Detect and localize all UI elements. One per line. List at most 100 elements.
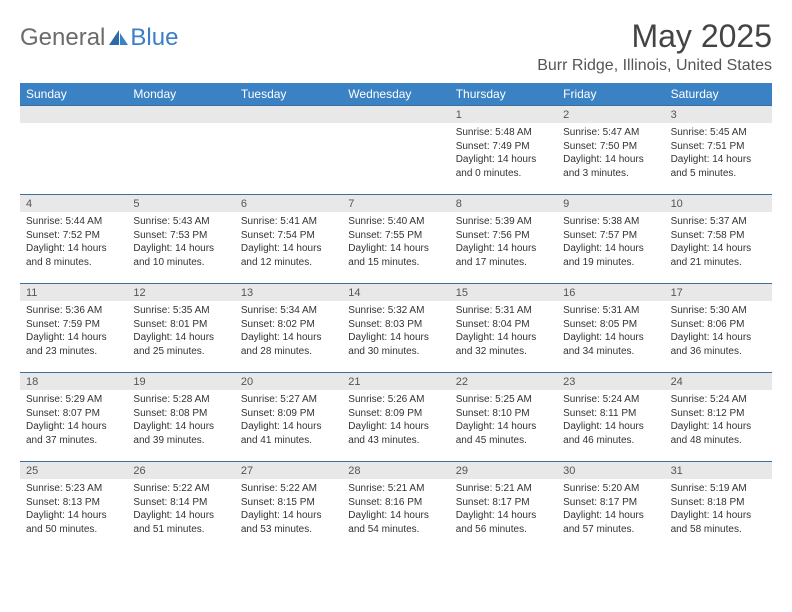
day-number: 31 (665, 462, 772, 479)
sunrise-line: Sunrise: 5:31 AM (456, 304, 551, 318)
day-number: 16 (557, 284, 664, 301)
day-body: Sunrise: 5:30 AMSunset: 8:06 PMDaylight:… (665, 301, 772, 362)
sunset-line: Sunset: 7:59 PM (26, 318, 121, 332)
sunset-line: Sunset: 8:04 PM (456, 318, 551, 332)
day-cell-16: 16Sunrise: 5:31 AMSunset: 8:05 PMDayligh… (557, 284, 664, 372)
day-number: 7 (342, 195, 449, 212)
day-cell-2: 2Sunrise: 5:47 AMSunset: 7:50 PMDaylight… (557, 106, 664, 194)
sunrise-line: Sunrise: 5:40 AM (348, 215, 443, 229)
sunset-line: Sunset: 8:07 PM (26, 407, 121, 421)
day-cell-18: 18Sunrise: 5:29 AMSunset: 8:07 PMDayligh… (20, 373, 127, 461)
week-row: 1Sunrise: 5:48 AMSunset: 7:49 PMDaylight… (20, 105, 772, 194)
day-cell-21: 21Sunrise: 5:26 AMSunset: 8:09 PMDayligh… (342, 373, 449, 461)
daylight-line: Daylight: 14 hours and 51 minutes. (133, 509, 228, 536)
daylight-line: Daylight: 14 hours and 25 minutes. (133, 331, 228, 358)
daylight-line: Daylight: 14 hours and 10 minutes. (133, 242, 228, 269)
daylight-line: Daylight: 14 hours and 32 minutes. (456, 331, 551, 358)
daylight-line: Daylight: 14 hours and 0 minutes. (456, 153, 551, 180)
sunrise-line: Sunrise: 5:39 AM (456, 215, 551, 229)
day-number: 29 (450, 462, 557, 479)
day-cell-23: 23Sunrise: 5:24 AMSunset: 8:11 PMDayligh… (557, 373, 664, 461)
day-number: 1 (450, 106, 557, 123)
sunrise-line: Sunrise: 5:20 AM (563, 482, 658, 496)
day-number: 3 (665, 106, 772, 123)
day-number (127, 106, 234, 123)
day-number: 9 (557, 195, 664, 212)
sunrise-line: Sunrise: 5:24 AM (671, 393, 766, 407)
day-number: 22 (450, 373, 557, 390)
day-cell-17: 17Sunrise: 5:30 AMSunset: 8:06 PMDayligh… (665, 284, 772, 372)
sunset-line: Sunset: 8:10 PM (456, 407, 551, 421)
weekday-friday: Friday (557, 83, 664, 105)
sunset-line: Sunset: 7:57 PM (563, 229, 658, 243)
day-cell-25: 25Sunrise: 5:23 AMSunset: 8:13 PMDayligh… (20, 462, 127, 550)
sunset-line: Sunset: 7:55 PM (348, 229, 443, 243)
day-number: 27 (235, 462, 342, 479)
header: General Blue May 2025 Burr Ridge, Illino… (20, 18, 772, 75)
day-number: 28 (342, 462, 449, 479)
day-number (20, 106, 127, 123)
sunrise-line: Sunrise: 5:29 AM (26, 393, 121, 407)
day-cell-26: 26Sunrise: 5:22 AMSunset: 8:14 PMDayligh… (127, 462, 234, 550)
daylight-line: Daylight: 14 hours and 15 minutes. (348, 242, 443, 269)
daylight-line: Daylight: 14 hours and 30 minutes. (348, 331, 443, 358)
day-body: Sunrise: 5:31 AMSunset: 8:04 PMDaylight:… (450, 301, 557, 362)
day-number: 25 (20, 462, 127, 479)
sunset-line: Sunset: 7:54 PM (241, 229, 336, 243)
day-number: 20 (235, 373, 342, 390)
daylight-line: Daylight: 14 hours and 41 minutes. (241, 420, 336, 447)
daylight-line: Daylight: 14 hours and 5 minutes. (671, 153, 766, 180)
sunset-line: Sunset: 8:09 PM (348, 407, 443, 421)
sunrise-line: Sunrise: 5:19 AM (671, 482, 766, 496)
day-number: 24 (665, 373, 772, 390)
daylight-line: Daylight: 14 hours and 36 minutes. (671, 331, 766, 358)
day-number (235, 106, 342, 123)
sunrise-line: Sunrise: 5:30 AM (671, 304, 766, 318)
sunset-line: Sunset: 8:17 PM (563, 496, 658, 510)
day-cell-7: 7 Sunrise: 5:40 AMSunset: 7:55 PMDaylight… (342, 195, 449, 283)
sunset-line: Sunset: 8:05 PM (563, 318, 658, 332)
empty-cell (342, 106, 449, 194)
day-number: 30 (557, 462, 664, 479)
day-body: Sunrise: 5:26 AMSunset: 8:09 PMDaylight:… (342, 390, 449, 451)
day-body: Sunrise: 5:22 AMSunset: 8:14 PMDaylight:… (127, 479, 234, 540)
sunset-line: Sunset: 8:18 PM (671, 496, 766, 510)
sunrise-line: Sunrise: 5:27 AM (241, 393, 336, 407)
day-body: Sunrise: 5:27 AMSunset: 8:09 PMDaylight:… (235, 390, 342, 451)
sunset-line: Sunset: 7:58 PM (671, 229, 766, 243)
day-number: 26 (127, 462, 234, 479)
day-cell-30: 30Sunrise: 5:20 AMSunset: 8:17 PMDayligh… (557, 462, 664, 550)
weekday-monday: Monday (127, 83, 234, 105)
day-cell-31: 31Sunrise: 5:19 AMSunset: 8:18 PMDayligh… (665, 462, 772, 550)
day-number: 8 (450, 195, 557, 212)
day-body: Sunrise: 5:36 AMSunset: 7:59 PMDaylight:… (20, 301, 127, 362)
sunset-line: Sunset: 8:17 PM (456, 496, 551, 510)
daylight-line: Daylight: 14 hours and 17 minutes. (456, 242, 551, 269)
weekday-wednesday: Wednesday (342, 83, 449, 105)
sunset-line: Sunset: 7:52 PM (26, 229, 121, 243)
day-body: Sunrise: 5:34 AMSunset: 8:02 PMDaylight:… (235, 301, 342, 362)
day-cell-24: 24Sunrise: 5:24 AMSunset: 8:12 PMDayligh… (665, 373, 772, 461)
day-body: Sunrise: 5:41 AMSunset: 7:54 PMDaylight:… (235, 212, 342, 273)
sunrise-line: Sunrise: 5:47 AM (563, 126, 658, 140)
day-cell-19: 19Sunrise: 5:28 AMSunset: 8:08 PMDayligh… (127, 373, 234, 461)
daylight-line: Daylight: 14 hours and 21 minutes. (671, 242, 766, 269)
day-cell-6: 6Sunrise: 5:41 AMSunset: 7:54 PMDaylight… (235, 195, 342, 283)
day-cell-27: 27Sunrise: 5:22 AMSunset: 8:15 PMDayligh… (235, 462, 342, 550)
day-body: Sunrise: 5:35 AMSunset: 8:01 PMDaylight:… (127, 301, 234, 362)
sunrise-line: Sunrise: 5:22 AM (133, 482, 228, 496)
day-cell-11: 11Sunrise: 5:36 AMSunset: 7:59 PMDayligh… (20, 284, 127, 372)
day-body: Sunrise: 5:45 AMSunset: 7:51 PMDaylight:… (665, 123, 772, 184)
sunset-line: Sunset: 8:14 PM (133, 496, 228, 510)
day-number: 6 (235, 195, 342, 212)
sunrise-line: Sunrise: 5:24 AM (563, 393, 658, 407)
daylight-line: Daylight: 14 hours and 37 minutes. (26, 420, 121, 447)
sunset-line: Sunset: 8:09 PM (241, 407, 336, 421)
sunrise-line: Sunrise: 5:32 AM (348, 304, 443, 318)
day-number: 13 (235, 284, 342, 301)
title-block: May 2025 Burr Ridge, Illinois, United St… (537, 18, 772, 75)
day-cell-12: 12Sunrise: 5:35 AMSunset: 8:01 PMDayligh… (127, 284, 234, 372)
empty-cell (127, 106, 234, 194)
sunrise-line: Sunrise: 5:45 AM (671, 126, 766, 140)
week-row: 18Sunrise: 5:29 AMSunset: 8:07 PMDayligh… (20, 372, 772, 461)
